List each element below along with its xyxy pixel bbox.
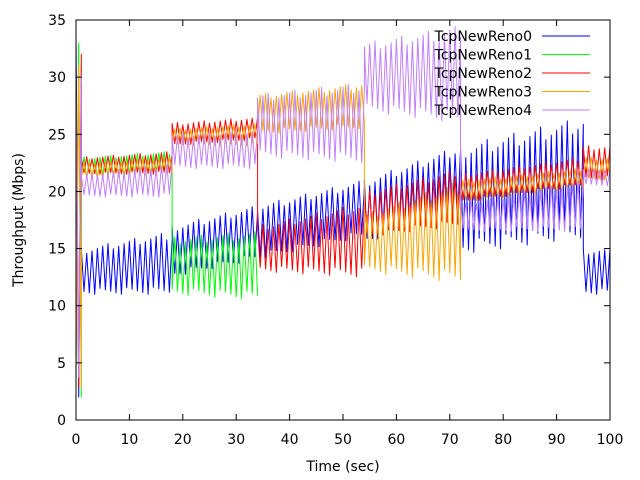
x-tick-label: 100 [597,432,624,448]
y-tick-label: 30 [48,70,66,86]
x-tick-label: 90 [548,432,566,448]
x-tick-label: 20 [174,432,192,448]
y-axis-title: Throughput (Mbps) [11,153,27,288]
legend-label: TcpNewReno3 [434,85,532,101]
legend-label: TcpNewReno4 [434,103,532,119]
y-tick-label: 25 [48,127,66,143]
x-tick-label: 30 [227,432,245,448]
x-tick-label: 10 [120,432,138,448]
y-tick-label: 5 [57,356,66,372]
series-line-tcpnewreno3 [75,64,611,388]
legend-label: TcpNewReno2 [434,66,532,82]
x-tick-label: 0 [72,432,81,448]
y-axis: 0 5 10 15 20 25 30 35 [48,13,610,429]
legend-label: TcpNewReno1 [434,48,532,64]
series-layer [75,26,611,398]
x-tick-label: 40 [281,432,299,448]
y-tick-label: 15 [48,242,66,258]
y-tick-label: 10 [48,299,66,315]
x-axis-title: Time (sec) [305,459,379,475]
x-axis: 0 10 20 30 40 50 60 70 80 90 100 [72,20,624,448]
y-tick-label: 20 [48,184,66,200]
legend: TcpNewReno0 TcpNewReno1 TcpNewReno2 TcpNewR… [434,29,590,119]
x-tick-label: 80 [494,432,512,448]
x-tick-label: 60 [387,432,405,448]
series-line-tcpnewreno4 [75,26,611,378]
x-tick-label: 50 [334,432,352,448]
x-tick-label: 70 [441,432,459,448]
y-tick-label: 35 [48,13,66,29]
legend-label: TcpNewReno0 [434,29,532,45]
y-tick-label: 0 [57,413,66,429]
